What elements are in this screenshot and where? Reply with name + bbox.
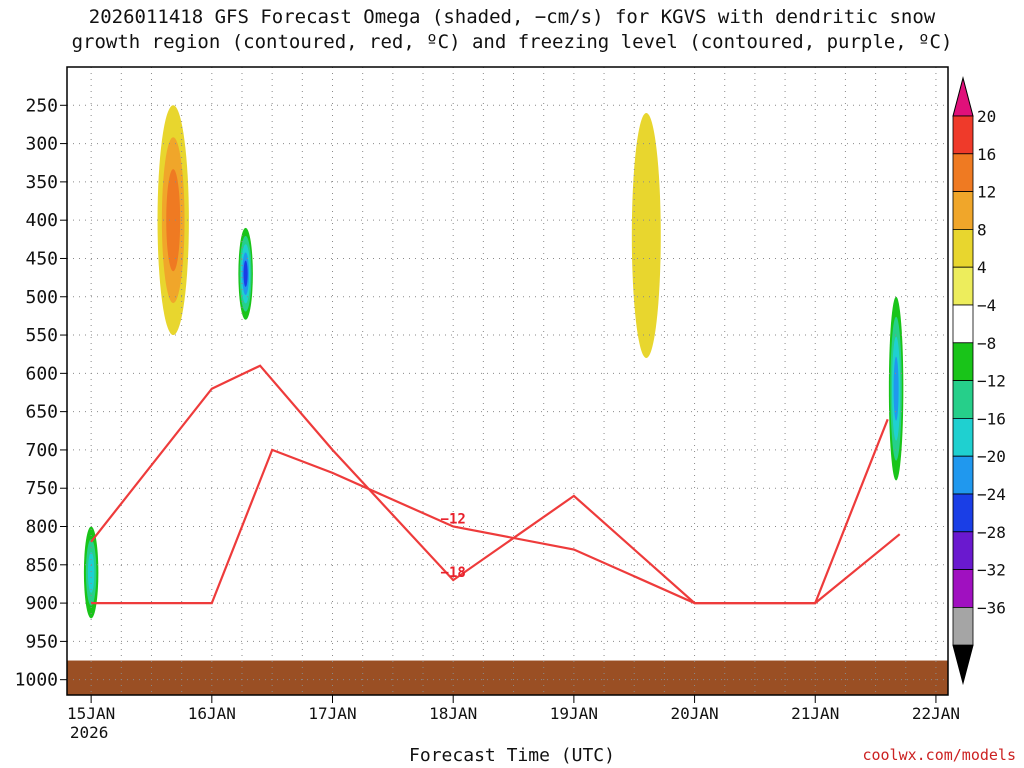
omega-region-15jan-strong-descent — [157, 105, 189, 336]
x-tick-label: 19JAN — [550, 704, 598, 723]
y-tick-label: 600 — [25, 363, 58, 384]
chart-title-line-1: 2026011418 GFS Forecast Omega (shaded, −… — [88, 6, 936, 28]
chart-title-line-2: growth region (contoured, red, ºC) and f… — [71, 31, 953, 53]
omega-shade-level — [166, 169, 181, 272]
colorbar-swatch — [952, 153, 974, 193]
colorbar-swatch — [952, 417, 974, 457]
x-axis: 15JAN 16JAN 17JAN 18JAN 19JAN 20JAN 21JAN 22JAN… — [67, 695, 960, 742]
colorbar-swatch — [952, 115, 974, 155]
colorbar-label: −28 — [977, 523, 1006, 542]
colorbar-bottom-arrow — [952, 644, 974, 686]
y-tick-label: 900 — [25, 593, 58, 614]
y-tick-label: 800 — [25, 517, 58, 538]
colorbar-label: 12 — [977, 183, 996, 202]
colorbar-swatch — [952, 531, 974, 570]
y-tick-label: 1000 — [15, 670, 58, 691]
colorbar-swatch — [952, 304, 974, 344]
colorbar-swatch — [952, 266, 974, 306]
colorbar-label: 4 — [977, 258, 987, 277]
omega-region-early-low-level-ascent — [83, 526, 99, 619]
colorbar-label: 8 — [977, 220, 987, 239]
colorbar-label: 16 — [977, 145, 996, 164]
colorbar-swatch — [952, 380, 974, 419]
y-tick-label: 750 — [25, 478, 58, 499]
omega-shade-level — [893, 356, 899, 421]
plot-frame — [66, 66, 949, 696]
x-tick-label: 20JAN — [670, 704, 718, 723]
omega-shade-level — [631, 112, 661, 359]
x-year-label: 2026 — [70, 723, 109, 742]
colorbar-swatch — [952, 607, 974, 646]
y-tick-label: 350 — [25, 172, 58, 193]
colorbar-swatch — [952, 569, 974, 608]
colorbar: 20 16 12 8 4 −4 −8 −12 −16 −20 −24 −28 −32 −36 — [952, 76, 1006, 686]
colorbar-label: −12 — [977, 372, 1006, 391]
omega-shade-level — [87, 552, 95, 593]
y-tick-label: 400 — [25, 210, 58, 231]
x-tick-label: 16JAN — [188, 704, 236, 723]
omega-region-19.6jan-descent — [631, 112, 661, 359]
colorbar-label: −4 — [977, 296, 996, 315]
omega-shading-layer — [83, 105, 904, 619]
omega-region-16jan-strong-ascent — [238, 227, 253, 320]
dgz-contour-line — [90, 364, 889, 605]
y-tick-label: 850 — [25, 555, 58, 576]
colorbar-swatch — [952, 228, 974, 268]
colorbar-swatch — [952, 455, 974, 495]
y-axis: 250 300 350 400 450 500 550 600 650 700 750 800 850 9… — [15, 95, 67, 691]
omega-region-21.7jan-ascent — [888, 296, 904, 481]
colorbar-label: −32 — [977, 561, 1006, 580]
dgz-contours: −12 −18 — [90, 364, 901, 605]
x-tick-label: 21JAN — [791, 704, 839, 723]
x-tick-label: 15JAN — [67, 704, 115, 723]
x-tick-label: 17JAN — [308, 704, 356, 723]
surface-terrain — [67, 660, 948, 695]
omega-shade-level — [243, 260, 248, 287]
y-tick-label: 300 — [25, 134, 58, 155]
y-tick-label: 250 — [25, 95, 58, 116]
colorbar-top-arrow — [952, 76, 974, 117]
colorbar-swatch — [952, 191, 974, 230]
y-tick-label: 550 — [25, 325, 58, 346]
x-tick-label: 18JAN — [429, 704, 477, 723]
colorbar-label: −24 — [977, 485, 1006, 504]
colorbar-swatch — [952, 493, 974, 533]
credit-link[interactable]: coolwx.com/models — [862, 746, 1016, 764]
y-tick-label: 650 — [25, 402, 58, 423]
colorbar-label: −20 — [977, 447, 1006, 466]
y-tick-label: 700 — [25, 440, 58, 461]
dgz-contour-label: −18 — [441, 565, 466, 581]
y-tick-label: 500 — [25, 287, 58, 308]
dgz-contour-line — [91, 448, 901, 605]
colorbar-swatch — [952, 342, 974, 381]
colorbar-label: −8 — [977, 334, 996, 353]
x-axis-title: Forecast Time (UTC) — [409, 745, 615, 766]
colorbar-label: 20 — [977, 107, 996, 126]
surface-terrain-fill — [67, 660, 948, 695]
y-tick-label: 950 — [25, 631, 58, 652]
x-tick-label: 22JAN — [912, 704, 960, 723]
y-tick-label: 450 — [25, 248, 58, 269]
dgz-contour-label: −12 — [441, 512, 466, 528]
colorbar-label: −36 — [977, 598, 1006, 617]
colorbar-label: −16 — [977, 409, 1006, 428]
